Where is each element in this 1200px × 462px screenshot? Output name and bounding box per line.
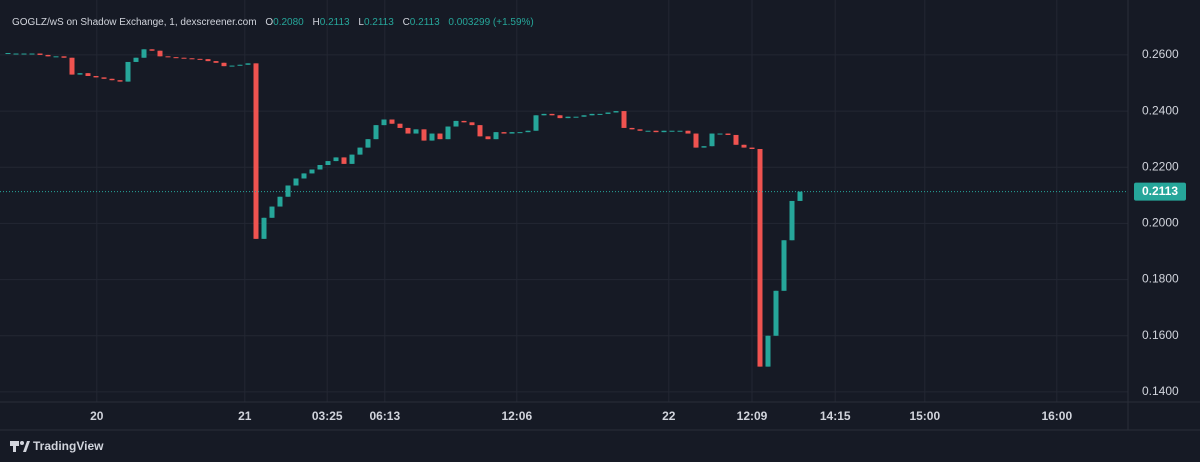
y-tick-label: 0.2200 xyxy=(1142,159,1179,173)
candle xyxy=(13,53,19,55)
grid xyxy=(0,0,1128,402)
x-tick-label: 20 xyxy=(90,409,104,423)
candle xyxy=(717,133,723,135)
x-tick-label: 12:06 xyxy=(501,409,532,423)
last-price-label: 0.2113 xyxy=(1142,184,1178,198)
x-tick-label: 15:00 xyxy=(909,409,940,423)
c-value: 0.2113 xyxy=(410,17,440,28)
candle xyxy=(53,56,59,58)
candle xyxy=(645,130,651,132)
y-tick-label: 0.2000 xyxy=(1142,216,1179,230)
y-tick-label: 0.2600 xyxy=(1142,47,1179,61)
tv-logo xyxy=(10,441,30,452)
o-value: 0.2080 xyxy=(273,17,304,28)
o-label: O xyxy=(265,17,273,28)
candle xyxy=(29,53,35,55)
l-label: L xyxy=(358,17,364,28)
candle xyxy=(197,58,203,60)
y-tick-label: 0.1400 xyxy=(1142,384,1179,398)
x-tick-label: 14:15 xyxy=(820,409,851,423)
x-tick-label: 03:25 xyxy=(312,409,343,423)
x-tick-label: 06:13 xyxy=(369,409,400,423)
candle xyxy=(21,53,27,55)
brand: TradingView xyxy=(33,439,104,453)
h-value: 0.2113 xyxy=(320,17,350,28)
h-label: H xyxy=(313,17,320,28)
candle xyxy=(669,130,675,132)
y-tick-label: 0.2400 xyxy=(1142,103,1179,117)
y-tick-label: 0.1800 xyxy=(1142,272,1179,286)
c-label: C xyxy=(403,17,410,28)
x-tick-label: 22 xyxy=(662,409,676,423)
candle xyxy=(573,116,579,118)
candle xyxy=(677,130,683,132)
last-price-tag xyxy=(1134,182,1186,201)
x-tick-label: 16:00 xyxy=(1041,409,1072,423)
change: 0.003299 (+1.59%) xyxy=(448,17,533,28)
x-tick-label: 12:09 xyxy=(737,409,768,423)
symbol: GOGLZ/wS on Shadow Exchange, 1, dexscree… xyxy=(12,17,257,28)
candle xyxy=(5,53,11,55)
l-value: 0.2113 xyxy=(364,17,394,28)
candle xyxy=(597,113,603,115)
x-tick-label: 21 xyxy=(238,409,252,423)
y-tick-label: 0.1600 xyxy=(1142,328,1179,342)
legend-row: GOGLZ/wS on Shadow Exchange, 1, dexscree… xyxy=(12,17,534,28)
candle xyxy=(517,132,523,134)
